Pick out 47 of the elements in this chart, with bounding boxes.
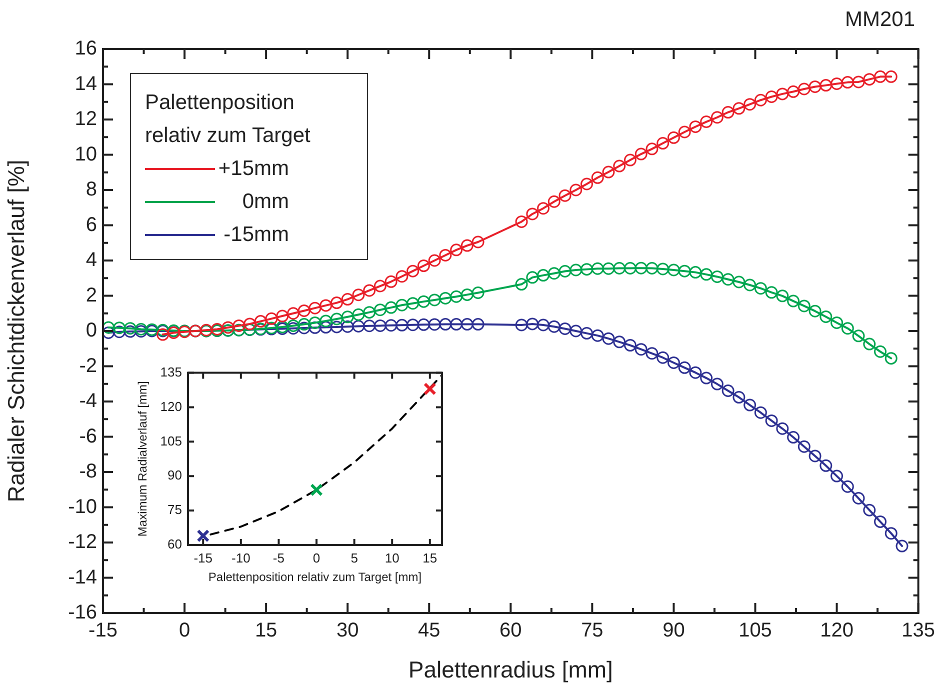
x-tick-label: 15	[422, 550, 438, 566]
x-tick-label: 120	[820, 620, 854, 642]
x-axis-title: Palettenradius [mm]	[408, 656, 613, 683]
x-tick-label: 45	[418, 620, 440, 642]
x-tick-label: -5	[272, 550, 284, 566]
x-tick-label: 0	[312, 550, 320, 566]
x-tick-label: 60	[500, 620, 522, 642]
x-tick-label: 5	[350, 550, 358, 566]
y-tick-label: -14	[68, 566, 97, 588]
y-tick-label: 60	[168, 536, 182, 552]
y-tick-label: 16	[74, 38, 97, 60]
y-tick-label: 10	[74, 143, 97, 166]
x-tick-label: 90	[662, 620, 685, 642]
x-tick-label: 30	[336, 620, 359, 642]
legend-label: -15mm	[222, 222, 289, 246]
x-tick-label: 15	[254, 620, 278, 642]
y-tick-label: -12	[68, 531, 97, 554]
x-tick-label: 135	[902, 620, 936, 642]
legend-label: +15mm	[217, 156, 289, 180]
y-tick-label: 120	[160, 398, 182, 414]
x-tick-label: 10	[384, 550, 400, 566]
y-tick-label: 12	[74, 108, 97, 130]
x-axis-title: Palettenposition relativ zum Target [mm]	[208, 570, 422, 584]
y-tick-label: -8	[79, 460, 97, 483]
text: MM201	[844, 8, 915, 32]
y-tick-label: 4	[86, 249, 97, 272]
y-axis-title: Radialer Schichtdickenverlauf [%]	[3, 160, 30, 502]
y-tick-label: 14	[74, 72, 97, 95]
y-tick-label: -4	[79, 390, 97, 412]
y-tick-label: 135	[160, 364, 182, 380]
y-tick-label: 90	[168, 468, 182, 483]
y-tick-label: 105	[160, 433, 182, 448]
x-tick-label: -10	[232, 550, 250, 566]
y-tick-label: 0	[86, 320, 97, 342]
y-axis-title: Maximum Radialverlauf [mm]	[136, 381, 150, 537]
legend-label: 0mm	[241, 190, 289, 214]
y-tick-label: -6	[79, 425, 97, 448]
y-tick-label: -10	[68, 496, 97, 518]
y-tick-label: -2	[79, 354, 97, 377]
legend-title: Palettenposition relativ zum Target	[145, 90, 312, 149]
y-tick-label: 8	[86, 178, 97, 201]
y-tick-label: 75	[168, 502, 182, 518]
y-tick-label: 2	[86, 284, 97, 306]
y-tick-label: 6	[86, 214, 97, 236]
x-tick-label: 105	[738, 620, 772, 642]
x-tick-label: 75	[581, 620, 604, 642]
x-tick-label: -15	[194, 550, 213, 566]
